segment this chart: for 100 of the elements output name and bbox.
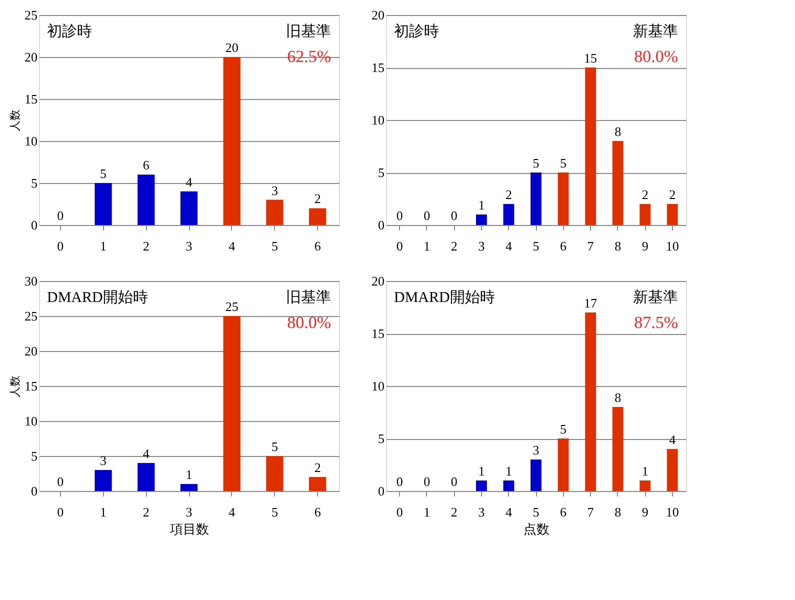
annotation: DMARD開始時: [47, 289, 148, 306]
bar: [266, 200, 284, 225]
y-tick-label: 20: [24, 344, 38, 358]
x-tick-label: 0: [396, 504, 403, 520]
y-tick-label: 30: [24, 274, 38, 288]
data-label: 1: [478, 464, 485, 478]
bar: [266, 456, 284, 491]
data-label: 5: [560, 156, 567, 170]
x-tick-label: 6: [314, 504, 322, 520]
bar: [585, 68, 596, 225]
bar: [309, 477, 326, 491]
x-tick-label: 3: [478, 238, 485, 254]
bar: [180, 484, 198, 491]
data-label: 5: [271, 439, 278, 454]
x-tick-label: 7: [587, 504, 594, 520]
y-tick-label: 25: [24, 8, 38, 22]
y-tick-label: 20: [372, 274, 384, 288]
x-tick-label: 4: [228, 238, 236, 254]
x-tick-label: 7: [587, 238, 594, 254]
y-tick-label: 0: [31, 484, 38, 498]
bar: [309, 208, 326, 225]
x-tick-label: 6: [560, 504, 568, 520]
x-tick-label: 9: [642, 504, 648, 520]
bar: [640, 480, 651, 491]
data-label: 5: [532, 156, 540, 170]
bar: [94, 183, 112, 225]
data-label: 0: [424, 208, 430, 223]
x-tick-label: 1: [424, 504, 430, 520]
data-label: 6: [142, 158, 150, 173]
annotation: 新基準: [633, 23, 678, 40]
bar: [94, 470, 112, 491]
y-tick-label: 10: [372, 112, 384, 128]
data-label: 4: [669, 432, 676, 447]
x-tick-label: 6: [314, 238, 322, 254]
data-label: 4: [186, 174, 193, 190]
data-label: 5: [560, 422, 567, 436]
bar: [476, 480, 487, 491]
annotation: 旧基準: [286, 23, 331, 40]
bar: [585, 312, 596, 491]
x-tick-label: 3: [186, 238, 192, 254]
bar: [180, 191, 198, 225]
y-tick-label: 15: [24, 92, 38, 106]
annotation: 87.5%: [634, 313, 678, 332]
data-label: 1: [186, 467, 192, 482]
y-axis-title: 人数: [10, 110, 22, 132]
x-tick-label: 2: [142, 504, 150, 520]
y-tick-label: 10: [24, 134, 38, 148]
data-label: 0: [450, 474, 458, 489]
y-tick-label: 5: [31, 448, 38, 464]
data-label: 2: [505, 187, 512, 202]
annotation: 62.5%: [287, 47, 331, 66]
data-label: 2: [314, 460, 321, 475]
data-label: 8: [614, 390, 622, 405]
y-tick-label: 5: [31, 176, 38, 190]
y-tick-label: 15: [372, 326, 384, 341]
annotation: 旧基準: [286, 289, 331, 306]
annotation: 初診時: [394, 23, 439, 40]
bar: [558, 438, 569, 491]
x-tick-label: 0: [57, 504, 64, 520]
x-axis-title: 点数: [524, 522, 550, 536]
y-tick-label: 20: [372, 8, 384, 22]
bar: [530, 460, 542, 491]
x-tick-label: 5: [271, 504, 278, 520]
data-label: 2: [642, 187, 648, 202]
data-label: 3: [100, 453, 107, 468]
x-tick-label: 4: [505, 238, 512, 254]
data-label: 3: [532, 442, 540, 458]
x-tick-label: 6: [560, 238, 568, 254]
data-label: 3: [271, 182, 278, 198]
data-label: 4: [142, 446, 150, 461]
y-tick-label: 15: [372, 60, 384, 75]
bar: [666, 204, 678, 225]
x-axis-title: 項目数: [169, 522, 209, 536]
y-tick-label: 20: [24, 50, 38, 64]
data-label: 8: [614, 124, 622, 139]
bar: [503, 204, 514, 225]
annotation: 新基準: [633, 289, 678, 306]
data-label: 1: [505, 464, 512, 478]
y-tick-label: 10: [372, 378, 384, 394]
x-tick-label: 5: [271, 238, 278, 254]
x-tick-label: 0: [57, 238, 64, 254]
x-tick-label: 8: [614, 238, 622, 254]
y-tick-label: 0: [378, 218, 384, 232]
bar: [640, 204, 651, 225]
bar: [138, 174, 155, 225]
x-tick-label: 3: [186, 504, 192, 520]
data-label: 15: [584, 50, 598, 66]
y-tick-label: 5: [378, 165, 384, 180]
bar: [138, 463, 155, 491]
bar: [558, 172, 569, 225]
y-tick-label: 5: [378, 431, 384, 446]
x-tick-label: 2: [142, 238, 150, 254]
x-tick-label: 5: [532, 504, 540, 520]
x-tick-label: 10: [666, 504, 679, 520]
y-axis-title: 人数: [10, 376, 22, 398]
x-tick-label: 5: [532, 238, 540, 254]
data-label: 0: [57, 208, 64, 223]
data-label: 2: [314, 191, 321, 206]
annotation: 80.0%: [634, 47, 678, 66]
bar: [223, 316, 240, 491]
